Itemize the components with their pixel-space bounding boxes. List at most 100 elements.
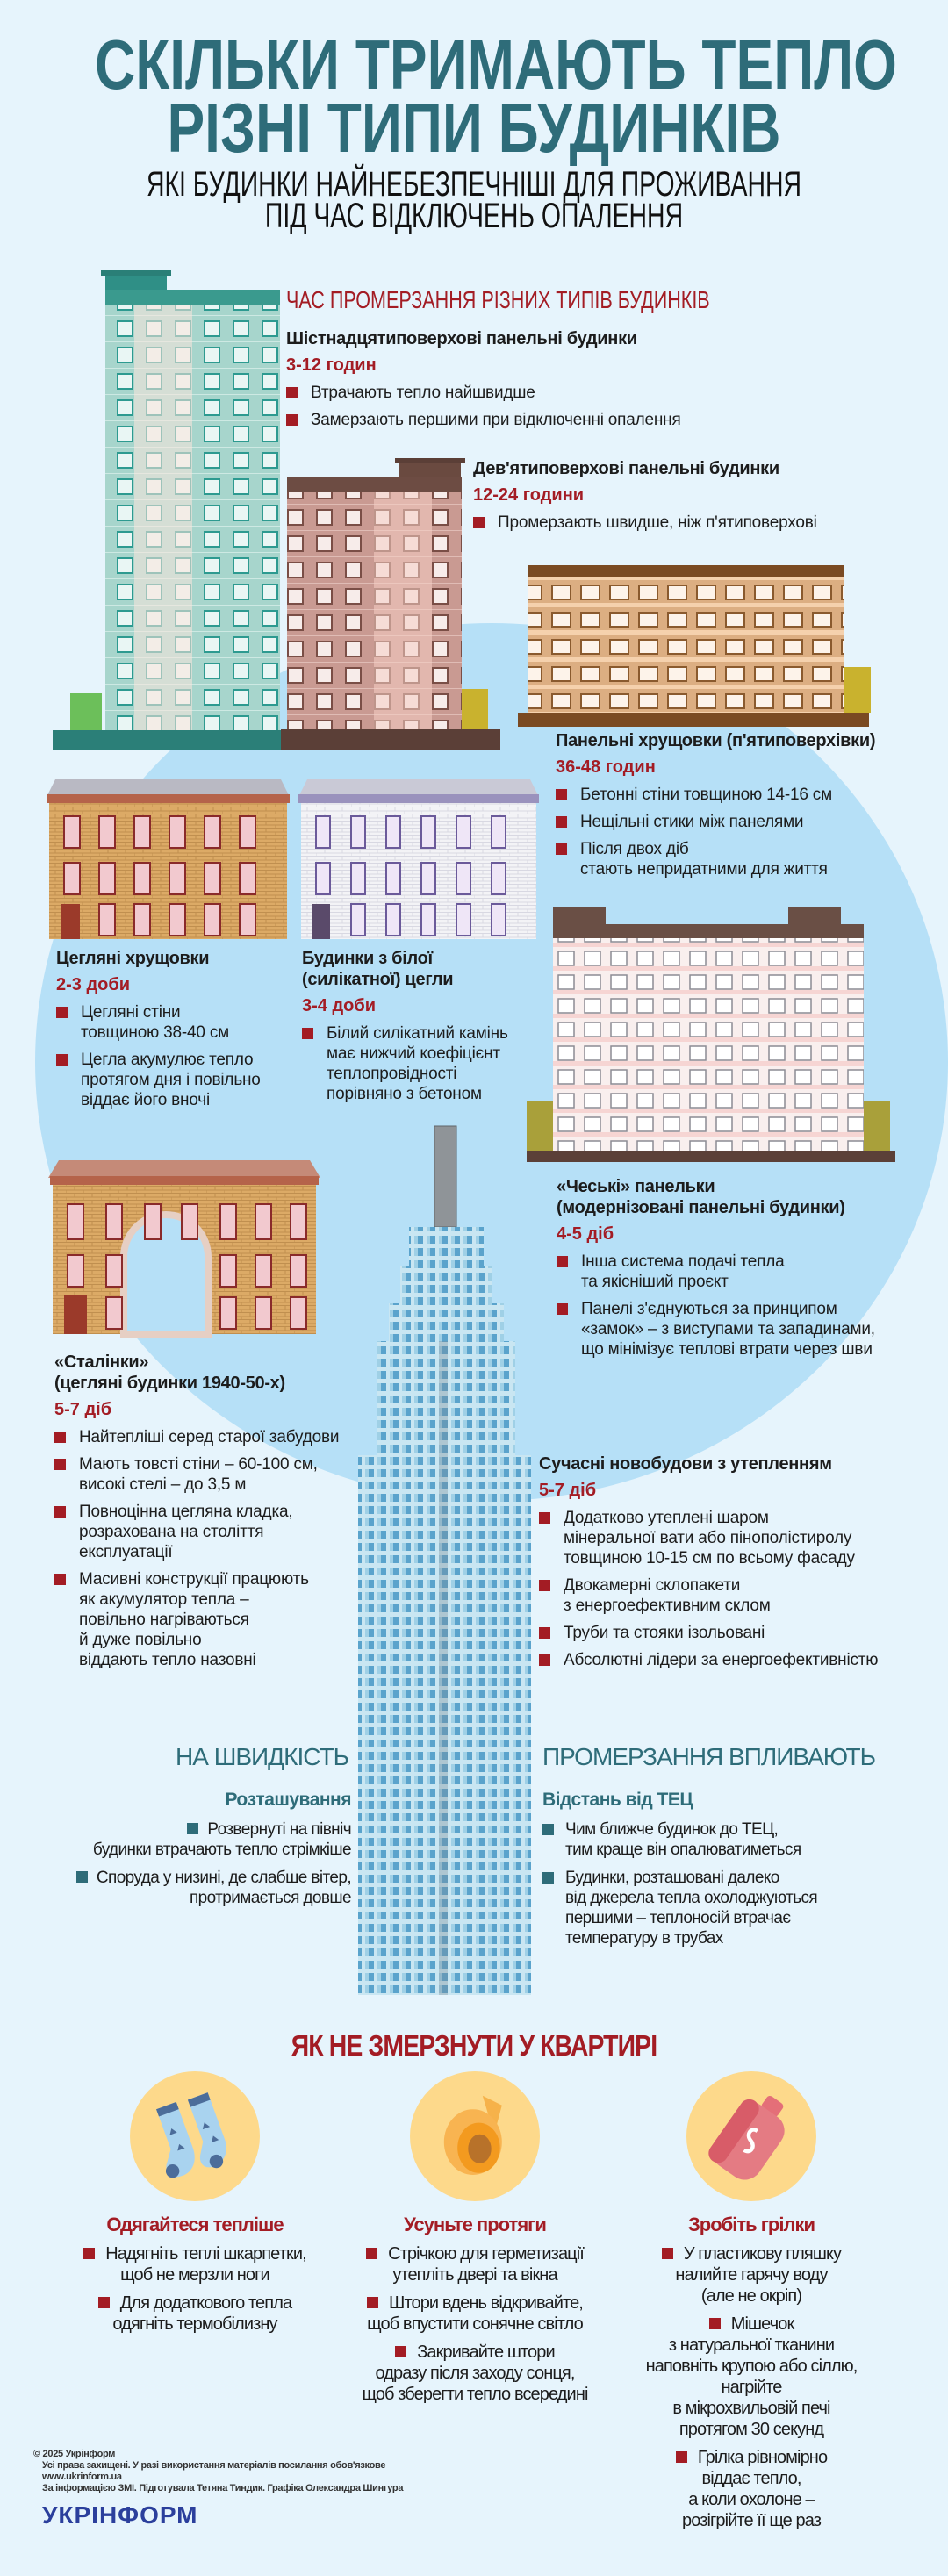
building-info-block: Цегляні хрущовки 2-3 доби Цегляні стіни то… xyxy=(56,948,293,1110)
subtitle-line1: ЯКІ БУДИНКИ НАЙНЕБЕЗПЕЧНІШІ ДЛЯ ПРОЖИВАН… xyxy=(146,165,802,204)
bullet-item: Надягніть теплі шкарпетки, щоб не мерзли… xyxy=(50,2243,340,2285)
bullet-text: Споруда у низині, де слабше вітер, протр… xyxy=(96,1869,352,1907)
bullet-item: Втрачають тепло найшвидше xyxy=(286,383,918,403)
bullet-list: Промерзають швидше, ніж п'ятиповерхові xyxy=(473,513,930,533)
bullet-text: Нещільні стики між панелями xyxy=(580,813,804,831)
footer: © 2025 Укрінформ Усі права захищені. У р… xyxy=(33,2449,403,2494)
bullet-item: Цегляні стіни товщиною 38-40 см xyxy=(56,1002,293,1043)
rights-notice: Усі права захищені. У разі використання … xyxy=(42,2460,386,2471)
ukrinform-logo: УКРІНФОРМ xyxy=(42,2501,198,2529)
bullet-item: Замерзають першими при відключенні опале… xyxy=(286,410,918,430)
tip-heading: Усуньте протяги xyxy=(404,2214,547,2235)
bullet-text: Втрачають тепло найшвидше xyxy=(311,384,535,402)
bullet-item: Після двох діб стають непридатними для ж… xyxy=(556,839,942,879)
bullet-item: Двокамерні склопакети з енергоефективним… xyxy=(539,1575,943,1616)
bullet-text: Будинки, розташовані далеко від джерела … xyxy=(565,1869,818,1948)
bullet-text: Грілка рівномірно віддає тепло, а коли о… xyxy=(681,2448,828,2530)
building-info-block: Шістнадцятиповерхові панельні будинки 3-1… xyxy=(286,328,918,430)
bullet-text: Мають товсті стіни – 60-100 см, високі с… xyxy=(79,1455,318,1494)
bullet-square-icon xyxy=(286,387,298,398)
bullet-text: Надягніть теплі шкарпетки, щоб не мерзли… xyxy=(105,2244,306,2285)
building-info-block: Панельні хрущовки (п'ятиповерхівки) 36-48… xyxy=(556,730,942,879)
bullet-text: Інша система подачі тепла та якісніший п… xyxy=(581,1252,785,1291)
bullet-square-icon xyxy=(54,1574,66,1585)
factors-title-left: НА ШВИДКІСТЬ xyxy=(176,1743,349,1770)
cooling-time: 5-7 діб xyxy=(54,1400,112,1419)
bullet-square-icon xyxy=(556,843,567,855)
bullet-item: Нещільні стики між панелями xyxy=(556,812,942,832)
building-heading: Цегляні хрущовки xyxy=(56,949,210,968)
page-title-line2: РІЗНІ ТИПИ БУДИНКІВ xyxy=(167,89,781,167)
building-info-block: «Сталінки» (цегляні будинки 1940-50-х) 5-… xyxy=(54,1352,362,1670)
factor-location: Розташування Розвернуті на північ будинк… xyxy=(35,1789,352,1908)
czech-panel-building xyxy=(527,907,895,1162)
bullet-item: Бетонні стіни товщиною 14-16 см xyxy=(556,785,942,805)
credits: За інформацією ЗМІ. Підготувала Тетяна Т… xyxy=(42,2483,404,2493)
hot-water-bottle-icon xyxy=(686,2071,816,2201)
bullet-text: Штори вдень відкривайте, щоб впустити со… xyxy=(367,2293,584,2334)
website-link[interactable]: www.ukrinform.ua xyxy=(42,2472,122,2482)
bullet-text: Найтепліші серед старої забудови xyxy=(79,1428,340,1446)
bullet-list: Бетонні стіни товщиною 14-16 см Нещільні … xyxy=(556,785,942,879)
bullet-square-icon xyxy=(708,2318,721,2329)
bullet-square-icon xyxy=(556,816,567,828)
bullet-list: Надягніть теплі шкарпетки, щоб не мерзли… xyxy=(50,2243,340,2335)
bullet-text: Для додаткового тепла одягніть термобіли… xyxy=(112,2293,292,2334)
bullet-text: Закривайте штори одразу після заходу сон… xyxy=(362,2343,588,2404)
bullet-item: Закривайте штори одразу після заходу сон… xyxy=(330,2342,620,2405)
stalinka-building xyxy=(48,1160,320,1338)
socks-icon xyxy=(130,2071,260,2201)
bullet-text: Абсолютні лідери за енергоефективністю xyxy=(564,1651,879,1669)
bullet-text: Стрічкою для герметизації утепліть двері… xyxy=(388,2244,585,2285)
bullet-square-icon xyxy=(556,789,567,800)
bullet-text: Труби та стояки ізольовані xyxy=(564,1624,765,1642)
tips-title: ЯК НЕ ЗМЕРЗНУТИ У КВАРТИРІ xyxy=(291,2029,657,2062)
bullet-list: Інша система подачі тепла та якісніший п… xyxy=(557,1252,943,1360)
bullet-square-icon xyxy=(539,1654,550,1666)
bullet-text: У пластикову пляшку налийте гарячу воду … xyxy=(675,2244,842,2306)
building-heading: «Чеські» панельки (модернізовані панельн… xyxy=(557,1177,845,1217)
bullet-list: Білий силікатний камінь має нижчий коефі… xyxy=(302,1023,548,1104)
cooling-time: 3-12 годин xyxy=(286,355,377,375)
bullet-square-icon xyxy=(56,1007,68,1018)
bullet-text: Масивні конструкції працюють як акумулят… xyxy=(79,1570,309,1669)
factor-bullet: Чим ближче будинок до ТЕЦ, тим краще він… xyxy=(542,1819,858,1860)
cooling-time: 2-3 доби xyxy=(56,975,131,994)
bullet-item: Промерзають швидше, ніж п'ятиповерхові xyxy=(473,513,930,533)
building-info-block: Будинки з білої (силікатної) цегли 3-4 до… xyxy=(302,948,548,1104)
bullet-list: Стрічкою для герметизації утепліть двері… xyxy=(330,2243,620,2405)
bullet-text: Мішечок з натуральної тканини наповніть … xyxy=(645,2314,858,2439)
bullet-square-icon xyxy=(557,1256,568,1267)
building-info-block: Сучасні новобудови з утепленням 5-7 діб До… xyxy=(539,1453,943,1670)
bullet-item: Для додаткового тепла одягніть термобіли… xyxy=(50,2293,340,2335)
page-title-line1: СКІЛЬКИ ТРИМАЮТЬ ТЕПЛО xyxy=(95,25,897,104)
factor-bullet: Розвернуті на північ будинки втрачають т… xyxy=(35,1819,352,1860)
bullet-list: Додатково утеплені шаром мінеральної ват… xyxy=(539,1508,943,1670)
bullet-text: Замерзають першими при відключенні опале… xyxy=(311,411,681,429)
bullet-item: Масивні конструкції працюють як акумулят… xyxy=(54,1569,362,1670)
building-heading: Сучасні новобудови з утепленням xyxy=(539,1454,832,1474)
bullet-square-icon xyxy=(539,1627,550,1639)
bullet-item: Стрічкою для герметизації утепліть двері… xyxy=(330,2243,620,2285)
building-heading: «Сталінки» (цегляні будинки 1940-50-х) xyxy=(54,1353,285,1393)
bullet-item: Абсолютні лідери за енергоефективністю xyxy=(539,1650,943,1670)
bullet-list: Найтепліші серед старої забудови Мають то… xyxy=(54,1427,362,1670)
factor-bullet: Будинки, розташовані далеко від джерела … xyxy=(542,1868,858,1948)
bullet-item: У пластикову пляшку налийте гарячу воду … xyxy=(607,2243,896,2307)
factor-bullet: Споруда у низині, де слабше вітер, протр… xyxy=(35,1868,352,1908)
bullet-text: Панелі з'єднуються за принципом «замок» … xyxy=(581,1300,875,1359)
cooling-time: 3-4 доби xyxy=(302,996,377,1015)
bullet-square-icon xyxy=(187,1823,199,1834)
bullet-item: Штори вдень відкривайте, щоб впустити со… xyxy=(330,2293,620,2335)
bullet-item: Мішечок з натуральної тканини наповніть … xyxy=(607,2314,896,2440)
cooling-time: 36-48 годин xyxy=(556,757,656,777)
subtitle-line2: ПІД ЧАС ВІДКЛЮЧЕНЬ ОПАЛЕННЯ xyxy=(264,197,684,235)
factors-title-right: ПРОМЕРЗАННЯ ВПЛИВАЮТЬ xyxy=(542,1743,876,1770)
tip-column: Усуньте протяги Стрічкою для герметизації… xyxy=(330,2071,620,2405)
factor-distance: Відстань від ТЕЦ Чим ближче будинок до Т… xyxy=(542,1789,858,1948)
bullet-item: Найтепліші серед старої забудови xyxy=(54,1427,362,1447)
bullet-square-icon xyxy=(661,2248,673,2259)
factor-heading: Відстань від ТЕЦ xyxy=(542,1790,693,1810)
bullet-square-icon xyxy=(302,1028,313,1039)
tip-column: Зробіть грілки У пластикову пляшку налийт… xyxy=(607,2071,896,2531)
